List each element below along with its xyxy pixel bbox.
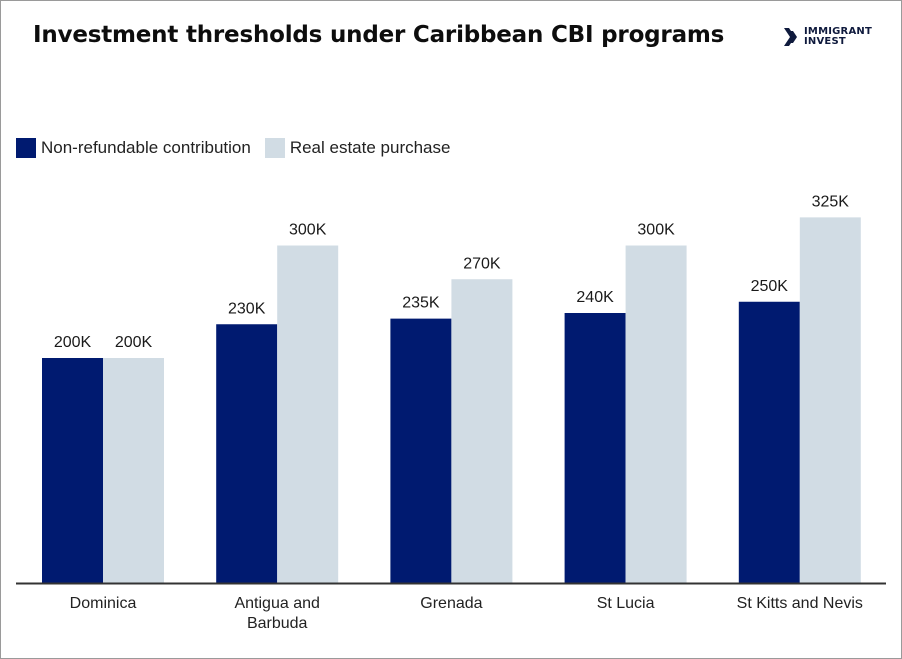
x-tick-label: St Lucia (597, 595, 655, 612)
data-label: 235K (402, 295, 440, 312)
legend-swatch-contribution (16, 138, 36, 158)
data-label: 300K (289, 222, 327, 239)
x-tick-label: Dominica (70, 595, 137, 612)
legend-item-real-estate: Real estate purchase (264, 138, 451, 158)
data-label: 240K (576, 289, 614, 306)
data-label: 200K (54, 334, 92, 351)
x-tick-label: Barbuda (247, 615, 308, 632)
x-tick-label: Grenada (420, 595, 482, 612)
legend: Non-refundable contribution Real estate … (16, 138, 464, 158)
bar-real-estate-2 (451, 279, 513, 583)
bar-group-dominica: 200K 200K Dominica (42, 334, 164, 612)
legend-label-contribution: Non-refundable contribution (41, 138, 251, 157)
x-tick-label: Antigua and (234, 595, 319, 612)
data-label: 270K (463, 255, 501, 272)
data-label: 300K (637, 222, 675, 239)
legend-swatch-real-estate (264, 138, 285, 158)
brand-logo: IMMIGRANT INVEST (784, 27, 872, 47)
bar-real-estate-4 (799, 217, 861, 583)
x-tick-label: St Kitts and Nevis (737, 595, 863, 612)
bar-real-estate-1 (277, 245, 339, 583)
data-label: 325K (812, 193, 850, 210)
bar-contribution-3 (564, 313, 626, 583)
legend-item-contribution: Non-refundable contribution (16, 138, 251, 158)
bar-real-estate-0 (103, 358, 164, 583)
logo-line-1: IMMIGRANT (804, 26, 872, 37)
logo-line-2: INVEST (804, 36, 846, 47)
bar-contribution-4 (738, 301, 800, 583)
data-label: 230K (228, 300, 266, 317)
data-label: 250K (751, 278, 789, 295)
legend-label-real-estate: Real estate purchase (289, 138, 451, 157)
bar-group-antigua-and-barbuda: 230K 300K Antigua and Barbuda (216, 222, 339, 632)
chart-title: Investment thresholds under Caribbean CB… (33, 22, 725, 48)
bar-group-st-kitts-and-nevis: 250K 325K St Kitts and Nevis (737, 193, 863, 612)
bar-real-estate-3 (625, 245, 687, 583)
data-label: 200K (115, 334, 153, 351)
chevrons-right-icon (784, 28, 797, 46)
bar-group-st-lucia: 240K 300K St Lucia (564, 222, 687, 612)
logo-text: IMMIGRANT INVEST (804, 27, 872, 47)
bar-group-grenada: 235K 270K Grenada (390, 255, 513, 612)
bar-contribution-2 (390, 318, 452, 583)
bar-contribution-0 (42, 358, 103, 583)
bar-contribution-1 (216, 324, 278, 583)
